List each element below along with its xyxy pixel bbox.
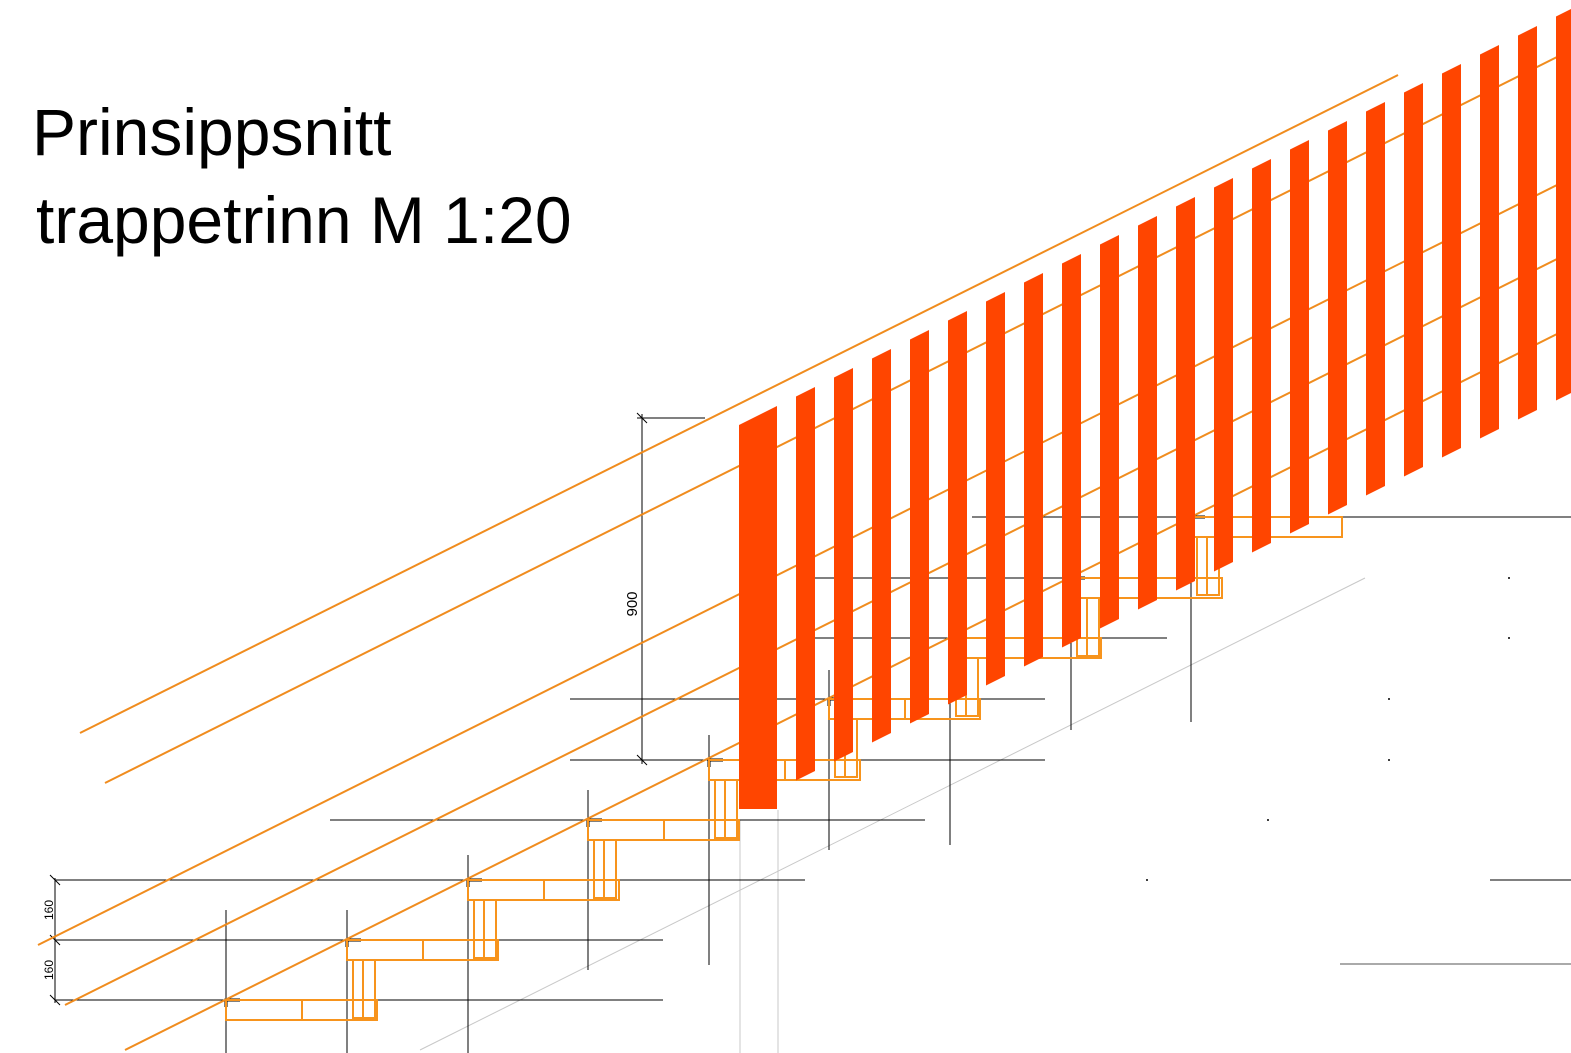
balusters (739, 9, 1571, 809)
baluster (1404, 83, 1423, 477)
baluster (1100, 235, 1119, 629)
nosing-mark (466, 878, 482, 887)
baluster (796, 387, 815, 781)
reference-dot (1146, 879, 1148, 881)
baluster (1442, 64, 1461, 458)
guide-line-diagonal (419, 577, 1366, 1051)
dim-900-tick-bottom (636, 754, 648, 766)
reference-dot (1267, 819, 1269, 821)
stair-step (587, 819, 740, 899)
reference-dot (1388, 759, 1390, 761)
baluster (1176, 197, 1195, 591)
baluster (910, 330, 929, 724)
dim-160-tick (49, 874, 61, 886)
baluster (1290, 140, 1309, 534)
reference-dot (1388, 698, 1390, 700)
nosing-mark (707, 758, 723, 767)
guide-lines (419, 577, 1366, 1053)
stair-step (708, 759, 861, 839)
nosing-mark (345, 938, 361, 947)
stair-steps (225, 516, 1343, 1021)
baluster (1480, 45, 1499, 439)
baluster (872, 349, 891, 743)
dim-label-160-upper: 160 (42, 900, 56, 920)
title-line-1: Prinsippsnitt (32, 95, 392, 169)
handrail-line-upper (79, 74, 1399, 734)
baluster (1024, 273, 1043, 667)
baluster (1366, 102, 1385, 496)
baluster (948, 311, 967, 705)
dim-160-tick (49, 994, 61, 1006)
reference-dot (1508, 577, 1510, 579)
stair-step (346, 939, 499, 1019)
baluster (834, 368, 853, 762)
baluster (1252, 159, 1271, 553)
dim-160-tick (49, 934, 61, 946)
baluster (986, 292, 1005, 686)
nosing-mark (224, 998, 240, 1007)
drawing-title: Prinsippsnitt trappetrinn M 1:20 (32, 95, 572, 257)
baluster (1062, 254, 1081, 648)
stringer-line-2 (64, 251, 1571, 1006)
stair-step (467, 879, 620, 959)
nosing-marks (224, 515, 1205, 1007)
title-line-2: trappetrinn M 1:20 (36, 183, 572, 257)
stair-step (225, 999, 378, 1021)
baluster (1214, 178, 1233, 572)
baluster (1518, 26, 1537, 420)
reference-dot (1508, 637, 1510, 639)
baluster (1556, 9, 1571, 401)
reference-dots (1146, 577, 1510, 881)
baluster (1138, 216, 1157, 610)
baluster (1328, 121, 1347, 515)
dim-label-160-lower: 160 (42, 960, 56, 980)
dim-900-tick-top (636, 412, 648, 424)
dim-label-900: 900 (624, 591, 641, 616)
nosing-mark (586, 818, 602, 827)
railing-post (739, 406, 777, 809)
